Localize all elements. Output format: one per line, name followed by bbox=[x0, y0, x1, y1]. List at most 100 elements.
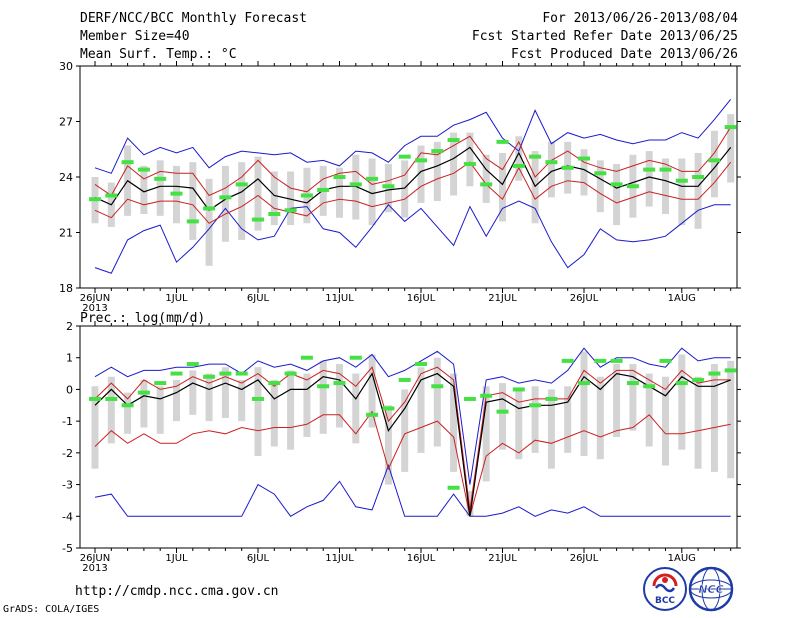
temp-xtick-label: 21JUL bbox=[488, 293, 517, 304]
prec-ensemble-bar bbox=[710, 364, 718, 472]
prec-observation-mark bbox=[317, 384, 330, 389]
prec-ensemble-bar bbox=[156, 386, 164, 434]
temperature-chart: 18 21 24 27 30 26JUN 1JUL 6JUL 11JUL 16JUL 21JUL 26… bbox=[59, 60, 741, 314]
fcst-started-label: Fcst Started Refer Date 2013/06/25 bbox=[471, 29, 738, 44]
temp-ytick-label: 27 bbox=[59, 116, 73, 129]
prec-ensemble-bar bbox=[384, 405, 392, 485]
prec-observation-mark bbox=[137, 390, 150, 395]
temp-ensemble-bar bbox=[613, 164, 621, 226]
prec-observation-mark bbox=[252, 396, 264, 401]
temp-observation-mark bbox=[480, 182, 493, 187]
prec-ensemble-bar bbox=[91, 386, 99, 469]
temp-lower-line bbox=[94, 161, 732, 224]
prec-xtick-label: 26JUL bbox=[570, 553, 599, 564]
prec-observation-mark bbox=[366, 412, 379, 417]
temp-observation-mark bbox=[366, 176, 379, 181]
fcst-produced-label: Fcst Produced Date 2013/06/26 bbox=[511, 47, 738, 62]
prec-observation-mark bbox=[105, 396, 118, 401]
prec-observation-mark bbox=[561, 358, 574, 363]
prec-observation-mark bbox=[675, 381, 688, 386]
prec-ensemble-bar bbox=[368, 354, 376, 428]
ncc-logo-text: NCC bbox=[698, 583, 723, 596]
temp-observation-mark bbox=[447, 138, 460, 142]
temp-ensemble-bar bbox=[270, 171, 278, 226]
prec-year-label: 2013 bbox=[82, 563, 107, 574]
prec-observation-mark bbox=[300, 355, 313, 360]
temp-observation-mark bbox=[186, 219, 199, 224]
temp-ensemble-bar bbox=[156, 160, 164, 216]
prec-xtick-label: 6JUL bbox=[247, 553, 270, 564]
temp-observation-mark bbox=[219, 195, 232, 200]
figure-title: DERF/NCC/BCC Monthly Forecast bbox=[80, 11, 307, 26]
prec-ytick-label: -1 bbox=[62, 415, 73, 428]
temp-observation-mark bbox=[561, 165, 574, 170]
prec-ensemble-bar bbox=[629, 364, 637, 431]
temp-xtick-label: 1JUL bbox=[165, 293, 188, 304]
prec-ensemble-bar bbox=[303, 373, 311, 437]
temp-ensemble-bar bbox=[466, 132, 474, 187]
prec-observation-mark bbox=[463, 396, 476, 401]
temp-ensemble-bar bbox=[238, 162, 246, 240]
temp-observation-mark bbox=[121, 160, 134, 165]
prec-ensemble-bar bbox=[140, 379, 148, 428]
prec-ensemble-bar bbox=[270, 379, 278, 447]
prec-ytick-label: -5 bbox=[62, 542, 73, 555]
temp-min-line bbox=[94, 200, 731, 274]
temp-ensemble-bar bbox=[417, 145, 425, 203]
prec-ytick-label: -3 bbox=[62, 479, 73, 492]
prec-ensemble-bar bbox=[205, 373, 213, 422]
prec-ensemble-bar bbox=[580, 351, 588, 457]
temp-ensemble-bar bbox=[482, 154, 490, 203]
prec-ensemble-bar bbox=[678, 354, 686, 450]
prec-observation-mark bbox=[659, 358, 672, 363]
temp-observation-mark bbox=[578, 156, 590, 161]
temp-observation-mark bbox=[529, 154, 542, 159]
temp-observation-mark bbox=[284, 208, 297, 213]
temp-observation-mark bbox=[724, 125, 737, 130]
prec-ytick-label: -4 bbox=[62, 510, 73, 523]
temp-xtick-label: 1AUG bbox=[668, 293, 696, 304]
prec-observation-mark bbox=[610, 358, 623, 363]
prec-observation-mark bbox=[643, 384, 656, 389]
prec-observation-mark bbox=[626, 381, 639, 386]
prec-ensemble-bar bbox=[450, 373, 458, 472]
prec-ensemble-bar bbox=[499, 383, 506, 450]
prec-lower_extreme-line bbox=[94, 463, 731, 517]
prec-observation-mark bbox=[382, 406, 395, 411]
temp-ytick-label: 24 bbox=[59, 171, 73, 184]
variable-label: Mean Surf. Temp.: °C bbox=[80, 47, 237, 62]
prec-observation-mark bbox=[219, 371, 232, 376]
prec-ensemble-bar bbox=[287, 370, 295, 450]
temp-ensemble-bar bbox=[287, 171, 295, 226]
temp-observation-mark bbox=[708, 158, 721, 163]
prec-upper-line bbox=[94, 366, 731, 510]
temp-ensemble-bar bbox=[531, 151, 539, 224]
temp-ensemble-bar bbox=[645, 151, 653, 207]
prec-observation-mark bbox=[89, 396, 101, 401]
temp-observation-mark bbox=[105, 193, 118, 198]
prec-ensemble-bar bbox=[417, 367, 425, 453]
prec-observation-mark bbox=[512, 387, 525, 392]
prec-observation-mark bbox=[333, 381, 346, 386]
temp-ensemble-bar bbox=[254, 156, 262, 231]
prec-observation-mark bbox=[268, 381, 281, 386]
temp-ensemble-bar bbox=[596, 160, 604, 213]
prec-ensemble-bar bbox=[515, 389, 523, 460]
temp-observation-mark bbox=[594, 171, 607, 176]
prec-observation-mark bbox=[186, 362, 199, 367]
prec-ensemble-bar bbox=[662, 376, 669, 466]
prec-ytick-label: 2 bbox=[66, 320, 73, 333]
precipitation-chart: -5 -4 -3 -2 -1 0 1 2 26JUN 1JUL 6JUL 11JUL 16JUL 21JU… bbox=[62, 311, 741, 574]
prec-ensemble-bar bbox=[433, 357, 441, 447]
prec-xtick-label: 11JUL bbox=[325, 553, 354, 564]
temp-max-line bbox=[94, 98, 732, 174]
temp-xtick-label: 16JUL bbox=[407, 293, 436, 304]
temp-observation-mark bbox=[643, 167, 656, 172]
temp-observation-mark bbox=[692, 175, 705, 179]
prec-observation-mark bbox=[594, 358, 607, 363]
prec-ensemble-bar bbox=[107, 376, 115, 444]
prec-ensemble-bar bbox=[645, 373, 653, 447]
source-url[interactable]: http://cmdp.ncc.cma.gov.cn bbox=[75, 584, 279, 599]
prec-ensemble-bar bbox=[173, 379, 180, 422]
